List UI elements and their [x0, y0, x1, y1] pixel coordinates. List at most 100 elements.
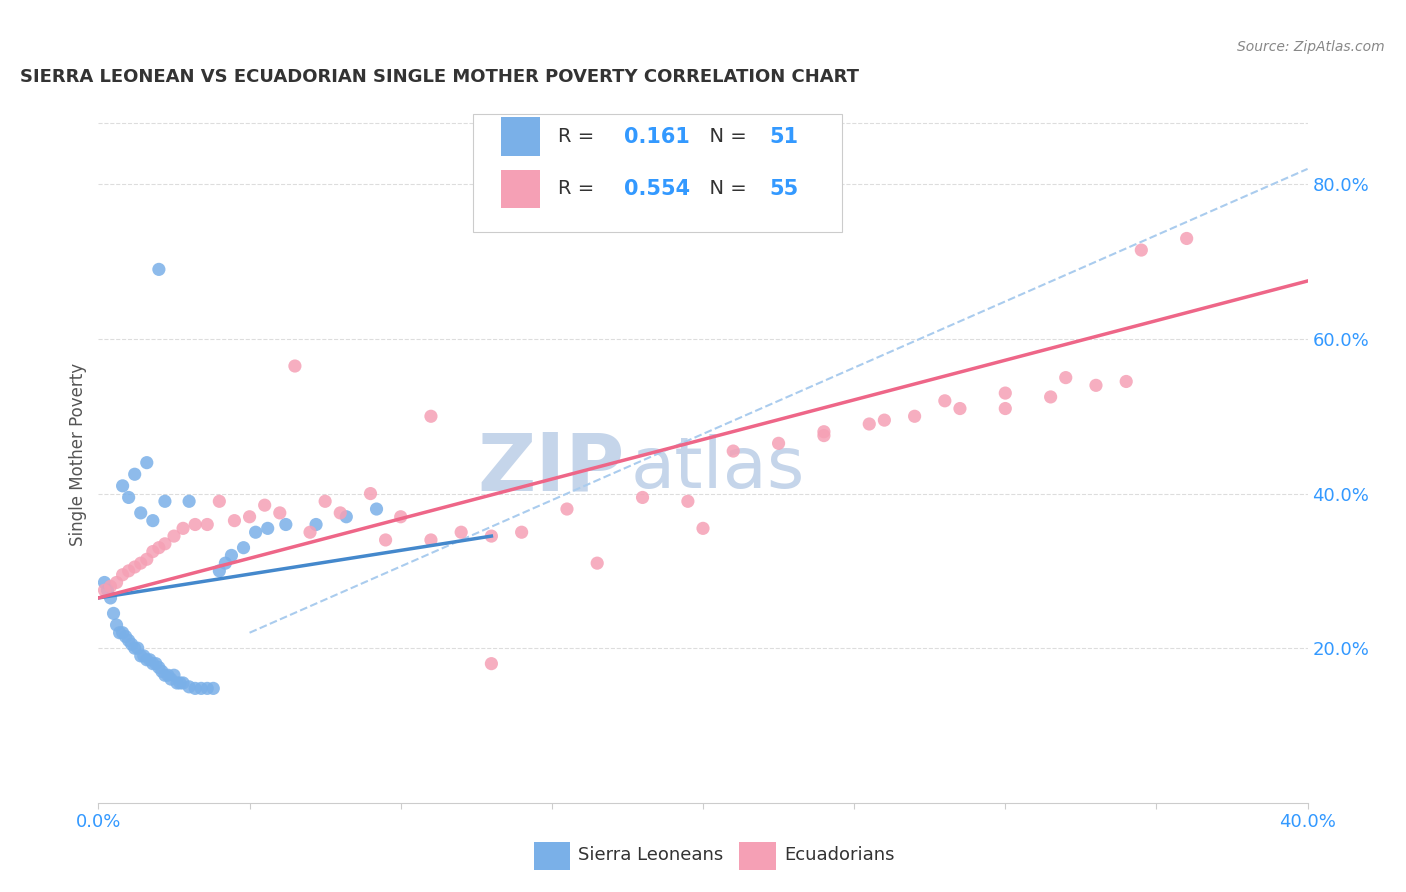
Point [172, 521, 194, 535]
Point [360, 486, 382, 500]
FancyBboxPatch shape [501, 118, 540, 156]
Text: N =: N = [697, 127, 754, 146]
Point [335, 509, 357, 524]
Text: ZIP: ZIP [477, 430, 624, 508]
Point [481, 657, 503, 671]
Point [1085, 378, 1108, 392]
Point [190, 681, 212, 696]
Point [111, 625, 134, 640]
Point [124, 641, 146, 656]
Point [118, 633, 141, 648]
Text: Ecuadorians: Ecuadorians [785, 846, 894, 864]
Point [150, 665, 173, 679]
Point [156, 668, 179, 682]
Point [163, 529, 186, 543]
Text: 51: 51 [769, 127, 799, 146]
Point [105, 575, 128, 590]
Point [129, 506, 152, 520]
Point [142, 514, 165, 528]
Point [118, 564, 141, 578]
Point [105, 618, 128, 632]
Point [692, 521, 714, 535]
Point [586, 556, 609, 570]
Point [420, 409, 443, 424]
Point [202, 681, 225, 696]
Text: 0.161: 0.161 [624, 127, 690, 146]
Bar [534, 842, 569, 871]
Point [184, 681, 207, 696]
Text: R =: R = [558, 127, 600, 146]
Point [96, 583, 118, 598]
Point [121, 637, 143, 651]
Point [389, 509, 412, 524]
Point [153, 668, 176, 682]
Point [723, 444, 745, 458]
Point [232, 541, 254, 555]
Point [148, 541, 170, 555]
Point [184, 517, 207, 532]
Point [904, 409, 927, 424]
Point [994, 401, 1017, 416]
Point [253, 498, 276, 512]
Point [153, 537, 176, 551]
Point [481, 529, 503, 543]
Bar [740, 842, 776, 871]
Point [135, 552, 157, 566]
Point [124, 560, 146, 574]
Point [195, 681, 218, 696]
Text: R =: R = [558, 179, 600, 198]
Text: Source: ZipAtlas.com: Source: ZipAtlas.com [1237, 40, 1385, 54]
Point [160, 672, 183, 686]
FancyBboxPatch shape [501, 169, 540, 208]
Point [314, 494, 336, 508]
Point [124, 467, 146, 482]
Point [873, 413, 896, 427]
Point [1054, 370, 1077, 384]
Point [274, 517, 297, 532]
Point [142, 544, 165, 558]
Point [100, 579, 122, 593]
Point [135, 653, 157, 667]
Point [934, 393, 956, 408]
Point [631, 491, 654, 505]
Point [93, 575, 115, 590]
Point [129, 556, 152, 570]
Point [813, 425, 835, 439]
Point [148, 660, 170, 674]
Point [1039, 390, 1062, 404]
Point [555, 502, 578, 516]
Point [166, 676, 188, 690]
Point [510, 525, 533, 540]
Point [132, 648, 155, 663]
Point [208, 494, 231, 508]
Point [221, 549, 243, 563]
Point [256, 521, 278, 535]
Point [366, 502, 388, 516]
Point [994, 386, 1017, 401]
Point [129, 648, 152, 663]
Text: 0.554: 0.554 [624, 178, 690, 199]
Point [179, 494, 201, 508]
Text: SIERRA LEONEAN VS ECUADORIAN SINGLE MOTHER POVERTY CORRELATION CHART: SIERRA LEONEAN VS ECUADORIAN SINGLE MOTH… [20, 68, 859, 86]
Point [172, 676, 194, 690]
Point [142, 657, 165, 671]
Point [224, 514, 246, 528]
FancyBboxPatch shape [474, 114, 842, 232]
Point [329, 506, 352, 520]
Point [1115, 375, 1137, 389]
Point [374, 533, 396, 547]
Point [1175, 231, 1198, 245]
Text: 55: 55 [769, 178, 799, 199]
Point [111, 567, 134, 582]
Text: N =: N = [697, 179, 754, 198]
Point [163, 668, 186, 682]
Text: atlas: atlas [630, 434, 804, 503]
Point [179, 680, 201, 694]
Point [269, 506, 291, 520]
Point [420, 533, 443, 547]
Point [208, 564, 231, 578]
Point [108, 625, 131, 640]
Point [284, 359, 307, 373]
Point [949, 401, 972, 416]
Point [1130, 243, 1153, 257]
